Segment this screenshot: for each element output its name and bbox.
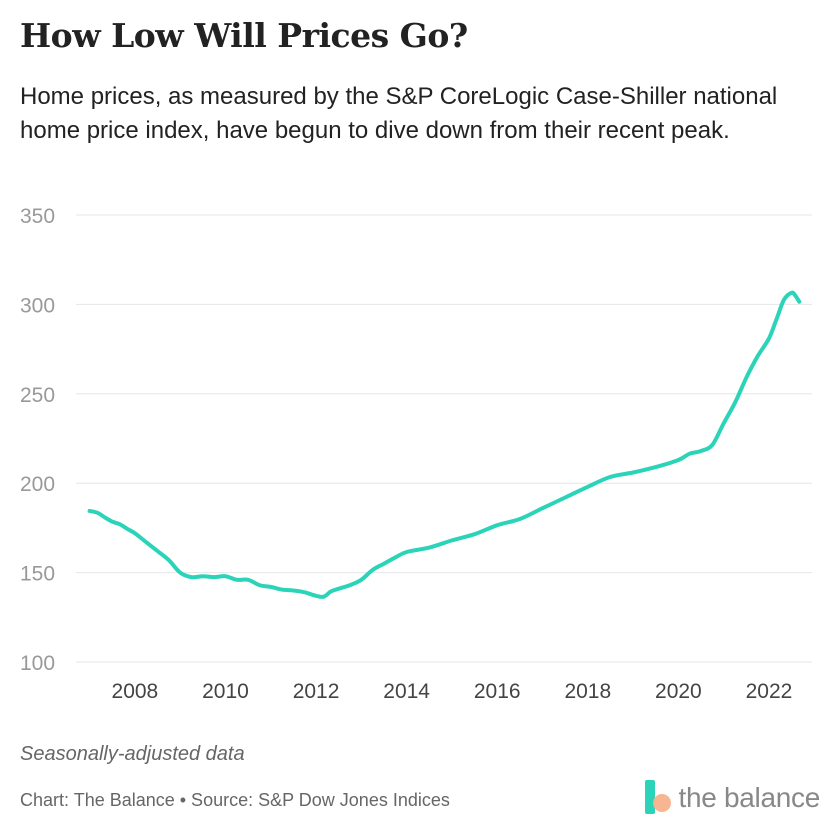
data-point — [473, 532, 477, 536]
data-point — [269, 585, 273, 589]
data-point — [280, 588, 284, 592]
data-point — [235, 578, 239, 582]
data-point — [246, 578, 250, 582]
x-tick-label: 2016 — [474, 680, 521, 703]
data-point — [518, 517, 522, 521]
data-point — [322, 595, 326, 599]
data-point — [257, 583, 261, 587]
x-tick-label: 2008 — [112, 680, 159, 703]
data-point — [118, 522, 122, 526]
y-tick-label: 200 — [20, 473, 55, 496]
brand-logo: the balance — [644, 780, 821, 816]
data-point — [88, 509, 92, 513]
data-point — [156, 549, 160, 553]
data-point — [722, 421, 726, 425]
data-point — [405, 550, 409, 554]
data-note: Seasonally-adjusted data — [20, 743, 245, 765]
data-point — [586, 485, 590, 489]
data-point — [393, 555, 397, 559]
data-point — [329, 589, 333, 593]
data-point — [699, 449, 703, 453]
data-point — [201, 574, 205, 578]
chart-title: How Low Will Prices Go? — [20, 16, 468, 55]
data-point — [291, 589, 295, 593]
series-group — [87, 290, 802, 600]
logo-text: the balance — [678, 782, 821, 813]
data-point — [563, 496, 567, 500]
data-point — [95, 511, 99, 515]
data-point — [688, 452, 692, 456]
data-point — [224, 574, 228, 578]
data-point — [178, 571, 182, 575]
y-tick-label: 300 — [20, 294, 55, 317]
data-point — [337, 587, 341, 591]
data-point — [782, 298, 786, 302]
data-point — [125, 527, 129, 531]
data-point — [133, 531, 137, 535]
data-point — [631, 471, 635, 475]
x-tick-label: 2020 — [655, 680, 702, 703]
data-point — [371, 568, 375, 572]
data-point — [793, 294, 797, 298]
y-tick-label: 350 — [20, 205, 55, 228]
data-point — [190, 575, 194, 579]
y-tick-label: 250 — [20, 384, 55, 407]
data-point — [541, 506, 545, 510]
data-point — [654, 465, 658, 469]
data-point — [167, 558, 171, 562]
gridlines — [76, 214, 812, 663]
data-point — [756, 354, 760, 358]
data-point — [427, 546, 431, 550]
data-point — [212, 575, 216, 579]
data-point — [382, 562, 386, 566]
y-axis-labels: 100 150 200 250 300 350 — [20, 205, 55, 675]
data-point — [790, 291, 794, 295]
data-point — [450, 538, 454, 542]
data-point — [797, 300, 801, 304]
chart-subtitle: Home prices, as measured by the S&P Core… — [20, 83, 778, 144]
x-tick-label: 2012 — [293, 680, 340, 703]
series-line-0 — [87, 290, 802, 600]
data-point — [359, 578, 363, 582]
data-point — [110, 520, 114, 524]
data-point — [767, 336, 771, 340]
y-tick-label: 100 — [20, 652, 55, 675]
data-point — [144, 540, 148, 544]
logo-bar — [644, 780, 655, 814]
x-tick-label: 2018 — [564, 680, 611, 703]
x-tick-label: 2014 — [383, 680, 430, 703]
x-axis-labels: 2008 2010 2012 2014 2016 2018 2020 2022 — [112, 680, 793, 703]
data-point — [314, 594, 318, 598]
data-point — [676, 458, 680, 462]
data-point — [103, 515, 107, 519]
data-point — [775, 317, 779, 321]
balance-logo-icon — [644, 780, 671, 816]
source-credit: Chart: The Balance • Source: S&P Dow Jon… — [20, 790, 450, 810]
y-tick-label: 150 — [20, 563, 55, 586]
data-point — [710, 443, 714, 447]
data-point — [348, 583, 352, 587]
data-point — [303, 590, 307, 594]
x-tick-label: 2010 — [202, 680, 249, 703]
data-point — [733, 401, 737, 405]
x-tick-label: 2022 — [746, 680, 793, 703]
logo-dot — [652, 794, 671, 812]
data-point — [495, 523, 499, 527]
data-point — [608, 475, 612, 479]
data-point — [744, 376, 748, 380]
